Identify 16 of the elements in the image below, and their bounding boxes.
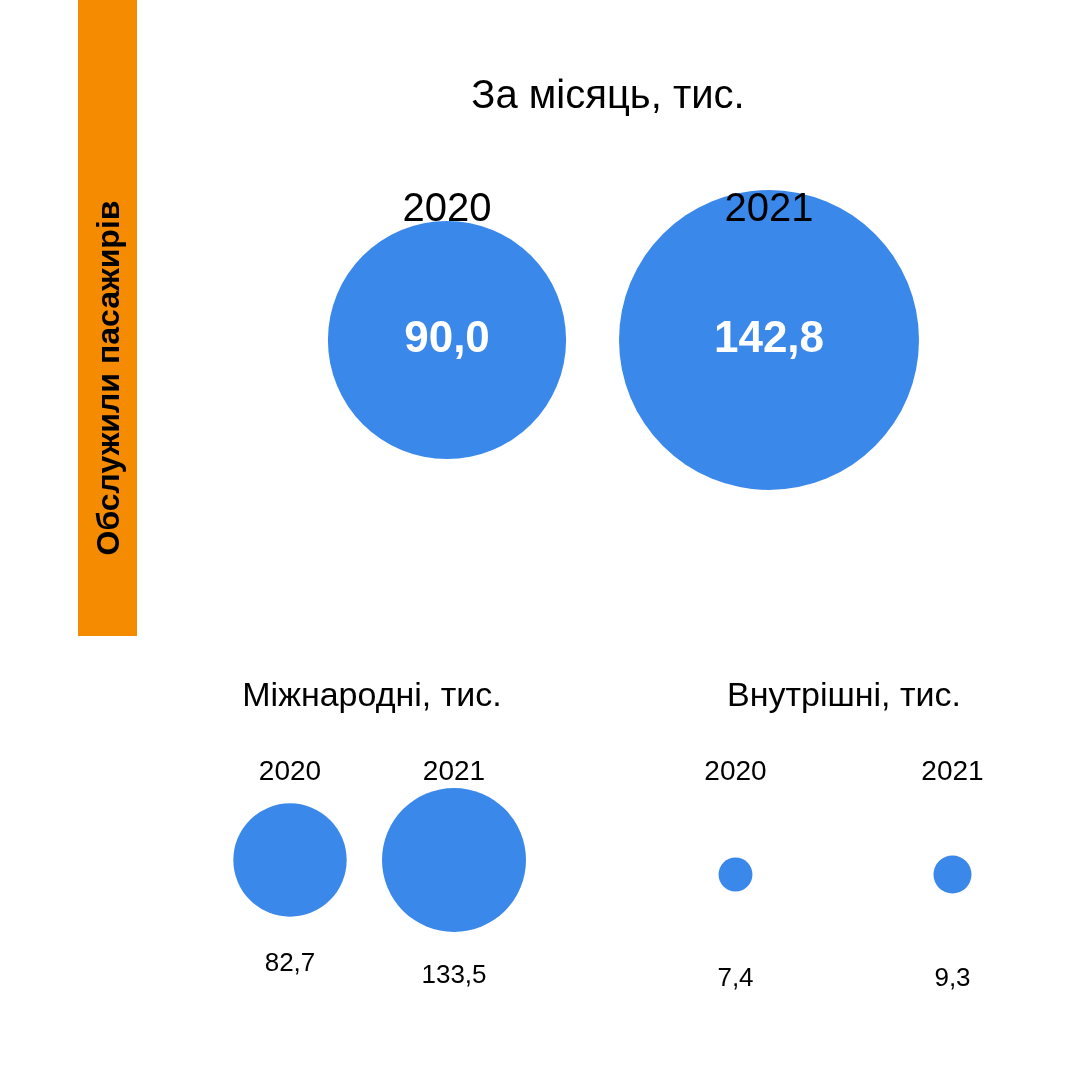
data-label: 90,0 (404, 312, 490, 362)
data-label: 142,8 (713, 312, 825, 362)
category-label: 2020 (402, 185, 492, 230)
text: За місяць, тис. (471, 72, 745, 117)
category-label: 2021 (921, 754, 984, 786)
text: Обслужили пасажирів (89, 200, 126, 556)
data-label: 9,3 (934, 961, 971, 992)
text: Міжнародні, тис. (242, 675, 502, 714)
data-label: 7,4 (717, 961, 754, 992)
category-label: 2020 (704, 754, 767, 786)
category-label: 2021 (724, 185, 814, 230)
data-label: 82,7 (264, 947, 316, 978)
data-label: 133,5 (421, 959, 487, 990)
category-label: 2020 (258, 754, 322, 786)
text: Внутрішні, тис. (727, 675, 961, 714)
category-label: 2021 (422, 754, 486, 786)
